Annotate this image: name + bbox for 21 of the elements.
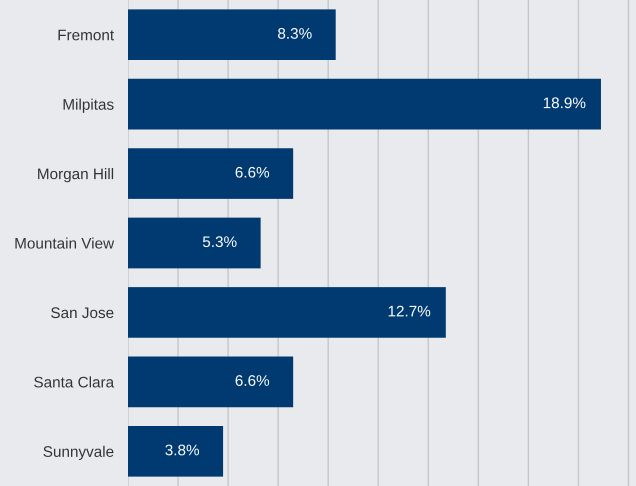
data-label: 5.3% [202, 236, 237, 248]
bar [128, 218, 261, 268]
data-label: 12.7% [388, 306, 430, 316]
data-label: 8.3% [278, 28, 312, 39]
bar [128, 356, 294, 408]
y-tick-label: Milpitas [64, 98, 114, 113]
bar [128, 9, 336, 60]
bar [128, 78, 601, 130]
bar [128, 287, 446, 338]
bar [128, 426, 224, 477]
data-label: 18.9% [544, 97, 586, 108]
bar [128, 148, 294, 199]
y-tick-label: Santa Clara [34, 376, 114, 388]
y-tick-label: Sunnyvale [43, 446, 114, 460]
y-tick-label: Morgan Hill [38, 168, 114, 182]
data-label: 6.6% [236, 375, 270, 386]
y-tick-label: San Jose [51, 307, 114, 318]
y-tick-label: Mountain View [15, 237, 114, 249]
data-label: 3.8% [165, 444, 200, 456]
y-tick-label: Fremont [58, 30, 114, 40]
data-label: 6.6% [236, 166, 270, 178]
